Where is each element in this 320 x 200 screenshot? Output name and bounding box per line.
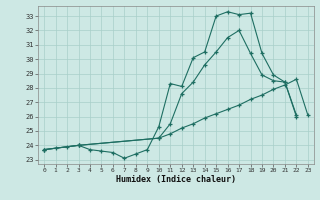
- X-axis label: Humidex (Indice chaleur): Humidex (Indice chaleur): [116, 175, 236, 184]
